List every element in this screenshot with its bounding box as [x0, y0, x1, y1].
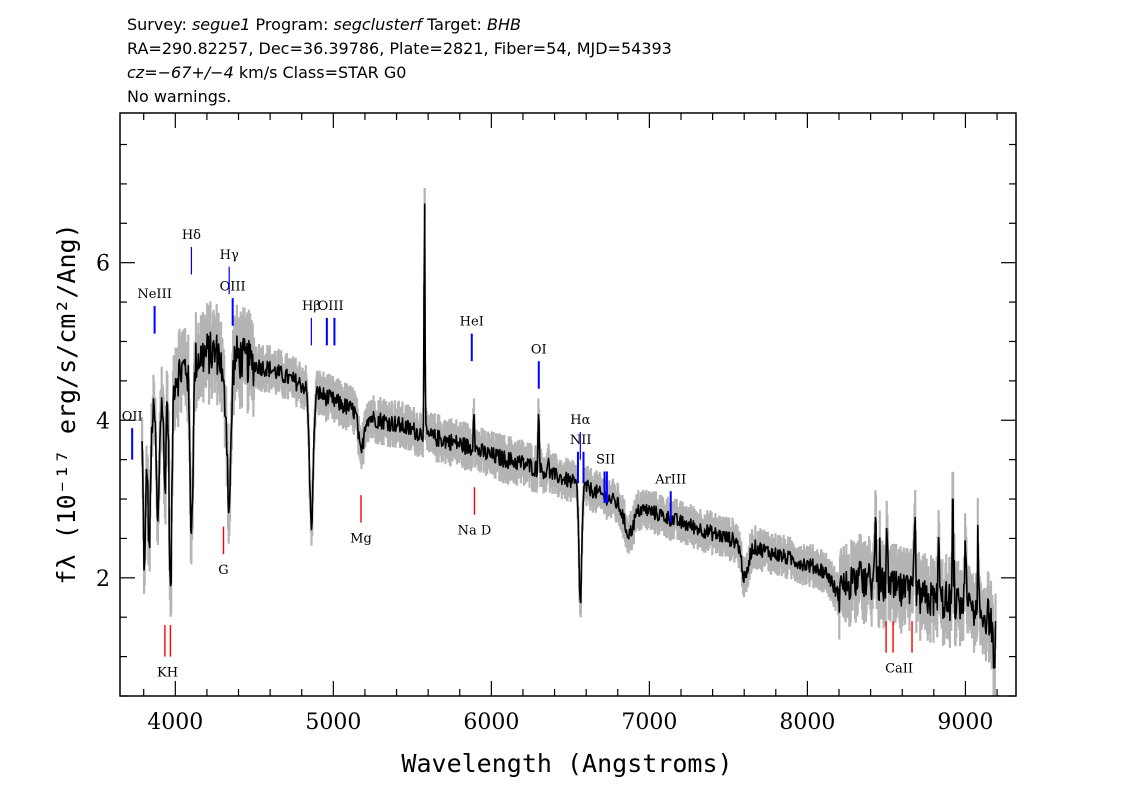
header-seg: Target: [422, 15, 487, 34]
emission-line-label: NeIII [137, 287, 171, 302]
balmer-line-label: Hγ [220, 248, 239, 263]
x-axis-title: Wavelength (Angstroms) [401, 749, 732, 778]
header-seg: km/s Class=STAR G0 [234, 63, 407, 82]
x-tick-label: 5000 [305, 710, 361, 735]
emission-line-label: HeI [460, 315, 484, 330]
balmer-line-label: Hδ [182, 228, 201, 243]
absorption-line-label: G [218, 563, 228, 578]
emission-line-label: OII [122, 409, 143, 424]
x-tick-label: 9000 [937, 710, 993, 735]
header-seg: segclusterf [334, 15, 425, 34]
header-line-3: cz=−67+/−4 km/s Class=STAR G0 [127, 63, 406, 82]
header-line-1: Survey: segue1 Program: segclusterf Targ… [127, 15, 521, 34]
x-tick-label: 4000 [147, 710, 203, 735]
spectrum-layer [141, 203, 997, 669]
plot-frame [119, 112, 1017, 697]
absorption-line-label: CaII [885, 661, 913, 676]
axes-layer: 4000 5000 6000 7000 8000 9000 2 4 6 [96, 112, 1017, 735]
absorption-line-label: Na D [458, 523, 492, 538]
y-tick-label: 6 [96, 252, 110, 277]
emission-line-label: SII [596, 453, 615, 468]
absorption-line-label: Mg [350, 531, 372, 546]
y-axis-title: fλ (10⁻¹⁷ erg/s/cm²/Ang) [52, 223, 81, 584]
error-band [141, 188, 997, 696]
emission-line-label: ArIII [654, 472, 686, 487]
emission-line-label: OIII [318, 299, 344, 314]
header-seg: Program: [250, 15, 333, 34]
x-tick-label: 8000 [779, 710, 835, 735]
line-markers-layer: OIINeIIIOIIIOIIIHeIOINIISIIArIIIHδHγHβHα… [122, 228, 913, 680]
error-band-layer [141, 188, 997, 696]
chart-header: Survey: segue1 Program: segclusterf Targ… [127, 15, 672, 106]
header-line-2: RA=290.82257, Dec=36.39786, Plate=2821, … [127, 39, 672, 58]
x-tick-label: 6000 [463, 710, 519, 735]
header-seg: BHB [487, 15, 521, 34]
y-tick-label: 4 [96, 409, 110, 434]
balmer-line-label: Hβ [302, 299, 321, 314]
emission-line-label: OI [531, 342, 547, 357]
header-seg: segue1 [192, 15, 251, 34]
spectrum-line [141, 203, 997, 669]
x-tick-label: 7000 [621, 710, 677, 735]
y-tick-label: 2 [96, 567, 110, 592]
header-seg: cz=−67+/−4 [127, 63, 234, 82]
balmer-line-label: Hα [570, 413, 590, 428]
emission-line-label: OIII [220, 279, 246, 294]
header-seg: Survey: [127, 15, 192, 34]
header-line-4: No warnings. [127, 87, 231, 106]
absorption-line-label: KH [157, 665, 178, 680]
